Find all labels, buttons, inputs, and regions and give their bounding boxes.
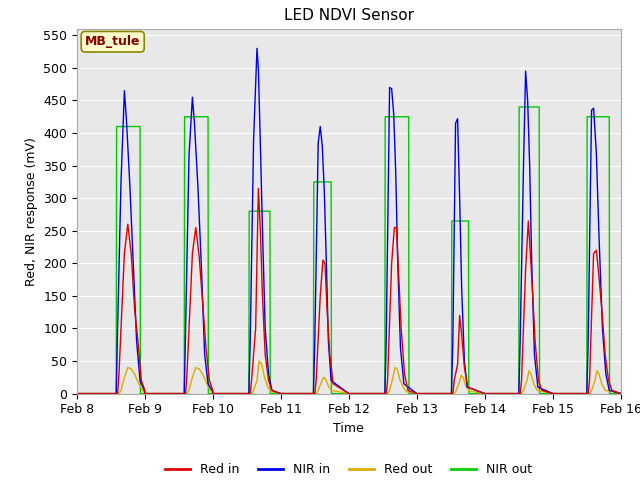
Y-axis label: Red, NIR response (mV): Red, NIR response (mV): [24, 137, 38, 286]
Legend: Red in, NIR in, Red out, NIR out: Red in, NIR in, Red out, NIR out: [160, 458, 538, 480]
Title: LED NDVI Sensor: LED NDVI Sensor: [284, 9, 414, 24]
X-axis label: Time: Time: [333, 422, 364, 435]
Text: MB_tule: MB_tule: [85, 35, 140, 48]
